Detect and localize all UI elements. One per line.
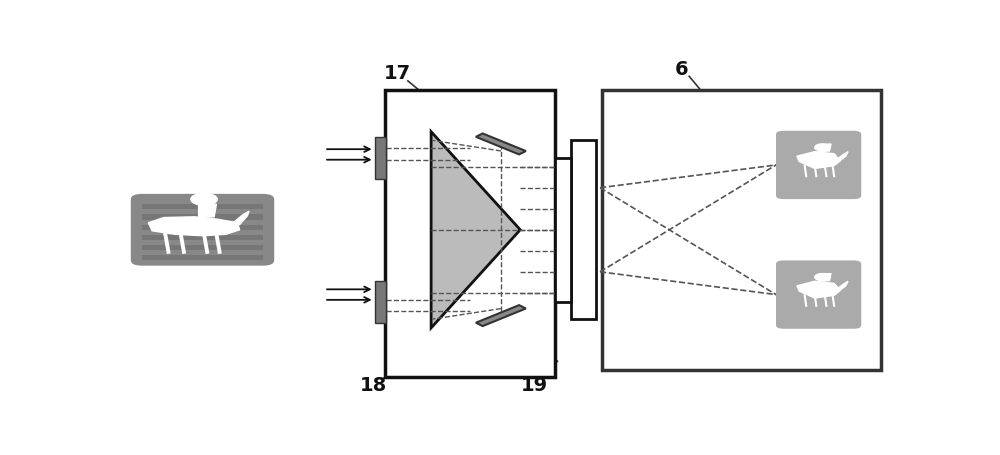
Bar	[555, 158, 571, 302]
Bar	[602, 90, 881, 370]
Polygon shape	[797, 152, 840, 168]
FancyBboxPatch shape	[776, 260, 861, 329]
Polygon shape	[232, 211, 249, 224]
Polygon shape	[148, 217, 240, 236]
Polygon shape	[819, 144, 831, 152]
Bar	[375, 281, 386, 323]
Circle shape	[815, 273, 830, 281]
Bar	[571, 141, 596, 319]
Bar	[142, 204, 263, 209]
FancyBboxPatch shape	[776, 131, 861, 199]
Polygon shape	[819, 273, 831, 281]
Polygon shape	[431, 131, 520, 328]
Bar	[142, 225, 263, 230]
Polygon shape	[797, 281, 840, 298]
Text: 17: 17	[384, 64, 411, 83]
Polygon shape	[476, 305, 526, 326]
Circle shape	[191, 193, 217, 205]
Text: 19: 19	[521, 376, 548, 395]
Text: 6: 6	[675, 60, 688, 79]
Bar	[385, 90, 555, 377]
Bar	[375, 137, 386, 179]
Circle shape	[815, 144, 830, 151]
Polygon shape	[199, 204, 216, 217]
FancyBboxPatch shape	[131, 194, 274, 266]
Polygon shape	[476, 133, 526, 154]
Polygon shape	[834, 281, 848, 292]
Bar	[142, 214, 263, 220]
Bar	[142, 245, 263, 250]
Text: 18: 18	[359, 376, 387, 395]
Polygon shape	[834, 152, 848, 162]
Bar	[142, 235, 263, 240]
Bar	[142, 255, 263, 260]
